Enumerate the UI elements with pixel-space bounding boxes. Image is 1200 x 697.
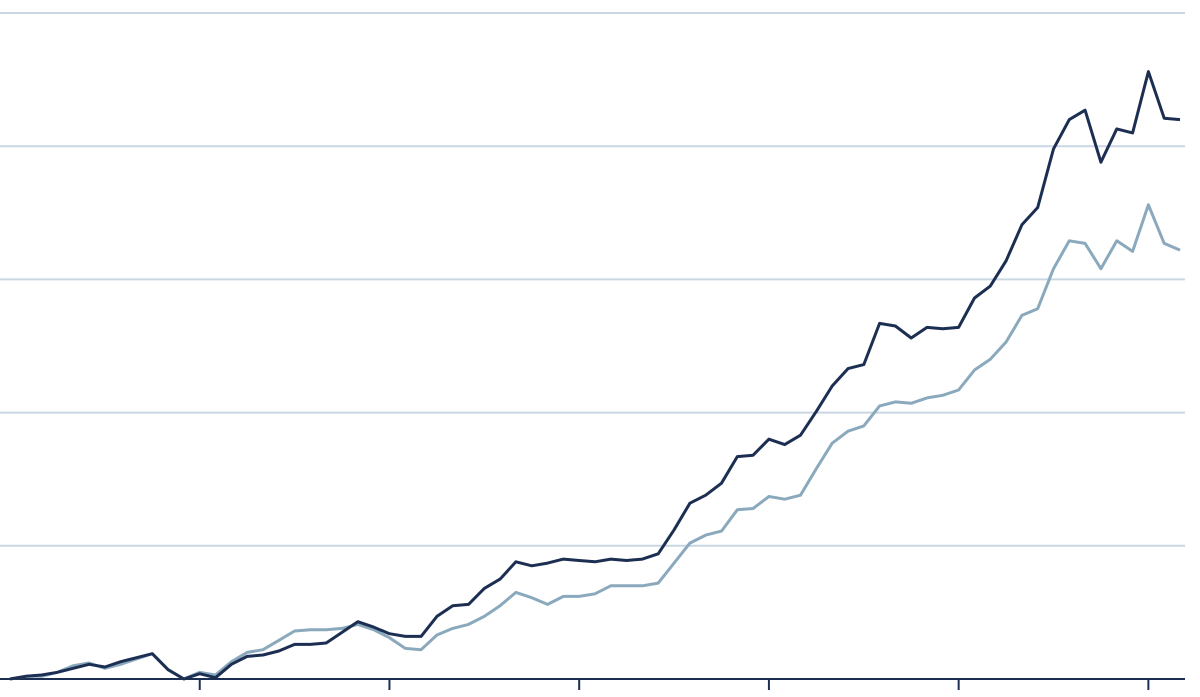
line-series <box>9 203 1181 681</box>
line-series <box>9 70 1181 681</box>
